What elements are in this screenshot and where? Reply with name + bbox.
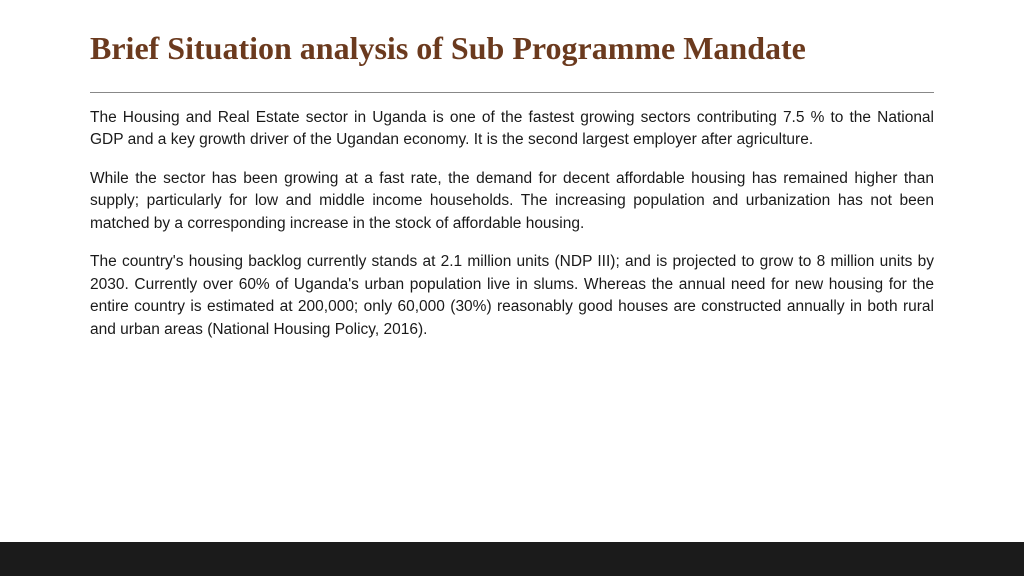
slide-title: Brief Situation analysis of Sub Programm… [90,28,934,68]
paragraph-3: The country's housing backlog currently … [90,251,934,341]
paragraph-1: The Housing and Real Estate sector in Ug… [90,107,934,152]
slide-content: Brief Situation analysis of Sub Programm… [0,0,1024,341]
paragraph-2: While the sector has been growing at a f… [90,168,934,235]
footer-bar [0,542,1024,576]
title-divider [90,92,934,93]
